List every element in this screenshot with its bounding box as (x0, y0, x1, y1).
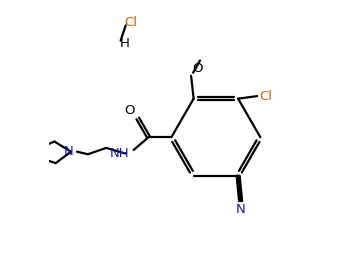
Text: O: O (124, 104, 135, 117)
Text: H: H (119, 37, 129, 50)
Text: Cl: Cl (260, 90, 273, 103)
Text: NH: NH (109, 147, 129, 160)
Text: Cl: Cl (124, 16, 137, 29)
Text: N: N (64, 145, 74, 158)
Text: N: N (236, 203, 245, 216)
Text: O: O (192, 62, 203, 75)
